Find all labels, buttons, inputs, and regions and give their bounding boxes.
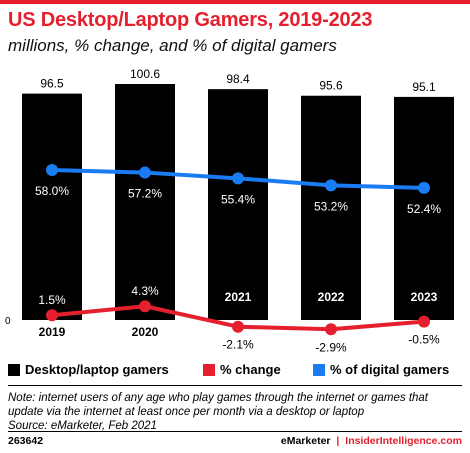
chart-note: Note: internet users of any age who play…: [8, 391, 464, 433]
top-accent-bar: [0, 0, 470, 4]
footer-brand: eMarketer | InsiderIntelligence.com: [281, 435, 462, 447]
bar-value-label-2022: 95.6: [319, 79, 343, 93]
chart-title: US Desktop/Laptop Gamers, 2019-2023: [8, 9, 373, 31]
data-label-digital-2021: 55.4%: [221, 192, 255, 206]
x-tick-label-2023: 2023: [411, 290, 438, 304]
divider-top: [8, 385, 462, 386]
point-change-2023: [418, 315, 430, 328]
legend-item-digital: % of digital gamers: [313, 362, 449, 377]
brand-insiderintelligence: InsiderIntelligence.com: [345, 435, 462, 447]
data-label-change-2023: -0.5%: [408, 333, 440, 347]
chart-id: 263642: [8, 435, 44, 447]
data-label-change-2019: 1.5%: [38, 293, 66, 307]
x-tick-label-2020: 2020: [132, 325, 159, 339]
x-tick-label-2022: 2022: [318, 290, 345, 304]
legend-swatch-digital: [313, 363, 325, 376]
point-digital-2021: [232, 172, 244, 185]
point-change-2021: [232, 320, 244, 333]
bar-value-label-2019: 96.5: [40, 77, 64, 91]
point-digital-2020: [139, 166, 151, 179]
bar-2023: [394, 96, 454, 320]
point-change-2020: [139, 300, 151, 313]
bar-2019: [22, 93, 82, 320]
x-tick-label-2021: 2021: [225, 290, 252, 304]
point-digital-2019: [46, 164, 58, 176]
point-change-2022: [325, 323, 337, 336]
point-digital-2023: [418, 181, 430, 194]
footer: 263642 eMarketer | InsiderIntelligence.c…: [8, 435, 462, 447]
note-text: Note: internet users of any age who play…: [8, 392, 428, 418]
point-digital-2022: [325, 179, 337, 192]
bar-2022: [301, 95, 361, 321]
zero-tick-label: 0: [5, 316, 11, 327]
legend: Desktop/laptop gamers % change % of digi…: [8, 362, 468, 380]
point-change-2019: [46, 309, 58, 322]
bar-2020: [115, 84, 175, 320]
data-label-digital-2022: 53.2%: [314, 199, 348, 213]
data-label-digital-2019: 58.0%: [35, 184, 69, 198]
data-label-change-2022: -2.9%: [315, 340, 347, 354]
legend-swatch-desktop: [8, 363, 20, 376]
data-label-change-2021: -2.1%: [222, 338, 254, 352]
chart-subtitle: millions, % change, and % of digital gam…: [8, 36, 337, 55]
legend-label-change: % change: [220, 362, 281, 377]
legend-label-digital: % of digital gamers: [330, 362, 450, 377]
source-text: Source: eMarketer, Feb 2021: [8, 420, 157, 432]
legend-item-change: % change: [203, 362, 281, 377]
bar-value-label-2020: 100.6: [130, 67, 160, 81]
divider-bottom: [8, 431, 462, 432]
brand-separator: |: [336, 435, 340, 447]
bar-2021: [208, 89, 268, 320]
legend-item-desktop: Desktop/laptop gamers: [8, 362, 169, 377]
bar-value-label-2023: 95.1: [412, 80, 436, 94]
brand-emarketer: eMarketer: [280, 435, 331, 447]
x-tick-label-2019: 2019: [39, 325, 66, 339]
data-label-digital-2023: 52.4%: [407, 202, 441, 216]
legend-swatch-change: [203, 363, 215, 376]
bar-value-label-2021: 98.4: [226, 72, 250, 86]
legend-label-desktop: Desktop/laptop gamers: [25, 362, 169, 377]
data-label-change-2020: 4.3%: [131, 284, 159, 298]
data-label-digital-2020: 57.2%: [128, 187, 162, 201]
chart-area: 96.5 100.6 98.4 95.6 95.1 0 58.0% 57.2% 55.4% 53.…: [5, 67, 454, 354]
